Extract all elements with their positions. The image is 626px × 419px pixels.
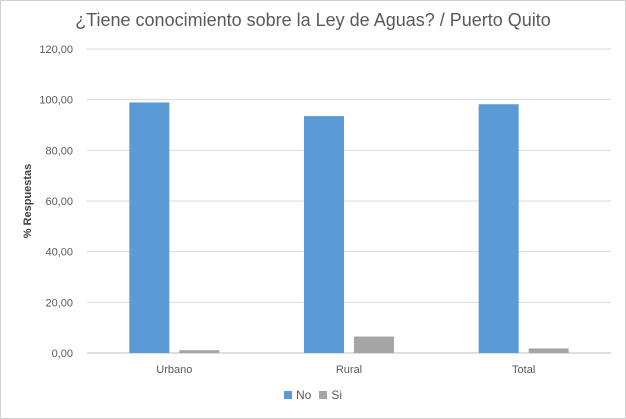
bar-no-rural	[304, 116, 344, 353]
y-tick-label: 20,00	[45, 297, 73, 309]
legend-item-no: No	[283, 388, 312, 402]
legend-swatch	[283, 391, 292, 399]
y-tick-label: 0,00	[52, 348, 73, 360]
x-tick-label: Rural	[336, 364, 362, 376]
y-tick-label: 100,00	[39, 95, 73, 107]
legend-swatch	[319, 391, 328, 399]
bar-no-urbano	[129, 102, 170, 353]
legend: No Si	[0, 388, 626, 402]
chart-title: ¿Tiene conocimiento sobre la Ley de Agua…	[75, 10, 551, 30]
bar-si-total	[528, 348, 569, 353]
bar-si-urbano	[179, 350, 220, 353]
y-tick-label: 40,00	[45, 247, 73, 259]
bar-si-rural	[354, 336, 394, 353]
legend-item-si: Si	[319, 388, 342, 402]
y-tick-label: 60,00	[45, 196, 73, 208]
y-axis-label: % Respuestas	[22, 164, 34, 239]
y-tick-label: 120,00	[39, 44, 73, 56]
bar-no-total	[478, 104, 519, 353]
y-tick-label: 80,00	[45, 145, 73, 157]
legend-label: Si	[331, 388, 342, 402]
x-tick-label: Total	[512, 364, 535, 376]
legend-label: No	[295, 388, 312, 402]
x-tick-label: Urbano	[156, 364, 192, 376]
